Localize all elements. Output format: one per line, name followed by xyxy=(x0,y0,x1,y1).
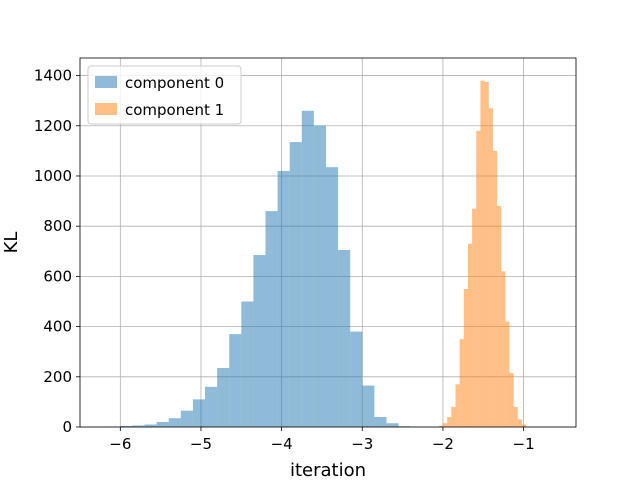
histogram-bar-series-1 xyxy=(513,406,518,427)
histogram-bar-series-0 xyxy=(374,416,387,427)
histogram-bar-series-1 xyxy=(443,423,448,427)
histogram-bar-series-0 xyxy=(120,425,133,427)
x-tick-label: −6 xyxy=(109,435,131,453)
histogram-bar-series-0 xyxy=(217,368,230,427)
y-tick-label: 200 xyxy=(43,368,72,386)
histogram-bar-series-1 xyxy=(459,339,464,427)
histogram-bar-series-0 xyxy=(144,424,157,427)
legend-box xyxy=(87,65,242,125)
x-tick-label: −4 xyxy=(271,435,293,453)
histogram-bar-series-0 xyxy=(265,211,278,427)
histogram-bar-series-0 xyxy=(277,170,290,428)
histogram-bar-series-0 xyxy=(253,255,266,427)
histogram-bar-series-0 xyxy=(350,331,363,427)
histogram-bar-series-0 xyxy=(132,425,145,427)
y-tick-label: 1000 xyxy=(34,167,72,185)
histogram-bar-series-1 xyxy=(463,288,468,427)
histogram-bar-series-1 xyxy=(492,150,498,427)
histogram-bar-series-1 xyxy=(467,243,473,427)
y-tick-label: 600 xyxy=(43,267,72,285)
legend-swatch xyxy=(95,76,117,88)
histogram-bar-series-0 xyxy=(313,125,326,427)
histogram-bar-series-0 xyxy=(205,386,218,427)
histogram-bar-series-0 xyxy=(241,301,254,427)
histogram-bar-series-0 xyxy=(156,421,169,427)
x-tick-label: −3 xyxy=(351,435,373,453)
y-tick-label: 0 xyxy=(62,418,72,436)
x-axis-label: iteration xyxy=(290,460,366,480)
histogram-bar-series-0 xyxy=(325,167,339,427)
histogram-bar-series-0 xyxy=(229,334,242,427)
histogram-bar-series-1 xyxy=(517,419,522,427)
y-axis-label: KL xyxy=(1,232,22,254)
y-tick-label: 400 xyxy=(43,318,72,336)
histogram-bar-series-0 xyxy=(362,385,375,427)
histogram-bar-series-0 xyxy=(192,399,206,427)
histogram-bar-series-1 xyxy=(476,130,481,428)
histogram-bar-series-1 xyxy=(472,208,477,427)
histogram-bar-series-1 xyxy=(447,416,452,427)
histogram-bar-series-1 xyxy=(505,321,510,427)
legend: component 0 component 1 xyxy=(87,65,242,125)
legend-swatch xyxy=(95,103,117,115)
y-tick-label: 1400 xyxy=(34,67,72,85)
histogram-bar-series-1 xyxy=(455,384,460,427)
plot-frame xyxy=(79,57,577,428)
x-tick-label: −1 xyxy=(513,435,535,453)
legend-label: component 0 xyxy=(125,74,224,92)
histogram-bar-series-1 xyxy=(451,406,456,427)
histogram-bar-series-1 xyxy=(438,425,444,427)
legend-label: component 1 xyxy=(125,101,224,119)
histogram-bar-series-0 xyxy=(301,110,314,427)
histogram-bar-series-1 xyxy=(484,81,489,428)
histogram-bar-series-1 xyxy=(488,108,493,428)
histogram-bar-series-0 xyxy=(386,423,399,427)
x-tick-label: −5 xyxy=(190,435,212,453)
histogram-bar-series-1 xyxy=(501,271,506,427)
histogram-bar-series-0 xyxy=(168,418,181,427)
x-tick-label: −2 xyxy=(432,435,454,453)
histogram-bar-series-0 xyxy=(338,250,351,427)
histogram-bar-series-0 xyxy=(180,410,193,427)
histogram-bar-series-1 xyxy=(521,424,527,427)
y-tick-label: 800 xyxy=(43,217,72,235)
histogram-bar-series-1 xyxy=(509,373,514,427)
axis-ticks: −6 −5 −4 −3 −2 −1 0 200 400 600 800 1000 1200 1400 xyxy=(34,67,535,453)
histogram-bars xyxy=(96,80,531,428)
histogram-bar-series-1 xyxy=(497,206,502,427)
grid-lines xyxy=(80,58,576,428)
histogram-bar-series-0 xyxy=(289,142,302,427)
y-tick-label: 1200 xyxy=(34,117,72,135)
histogram-bar-series-1 xyxy=(480,80,485,428)
